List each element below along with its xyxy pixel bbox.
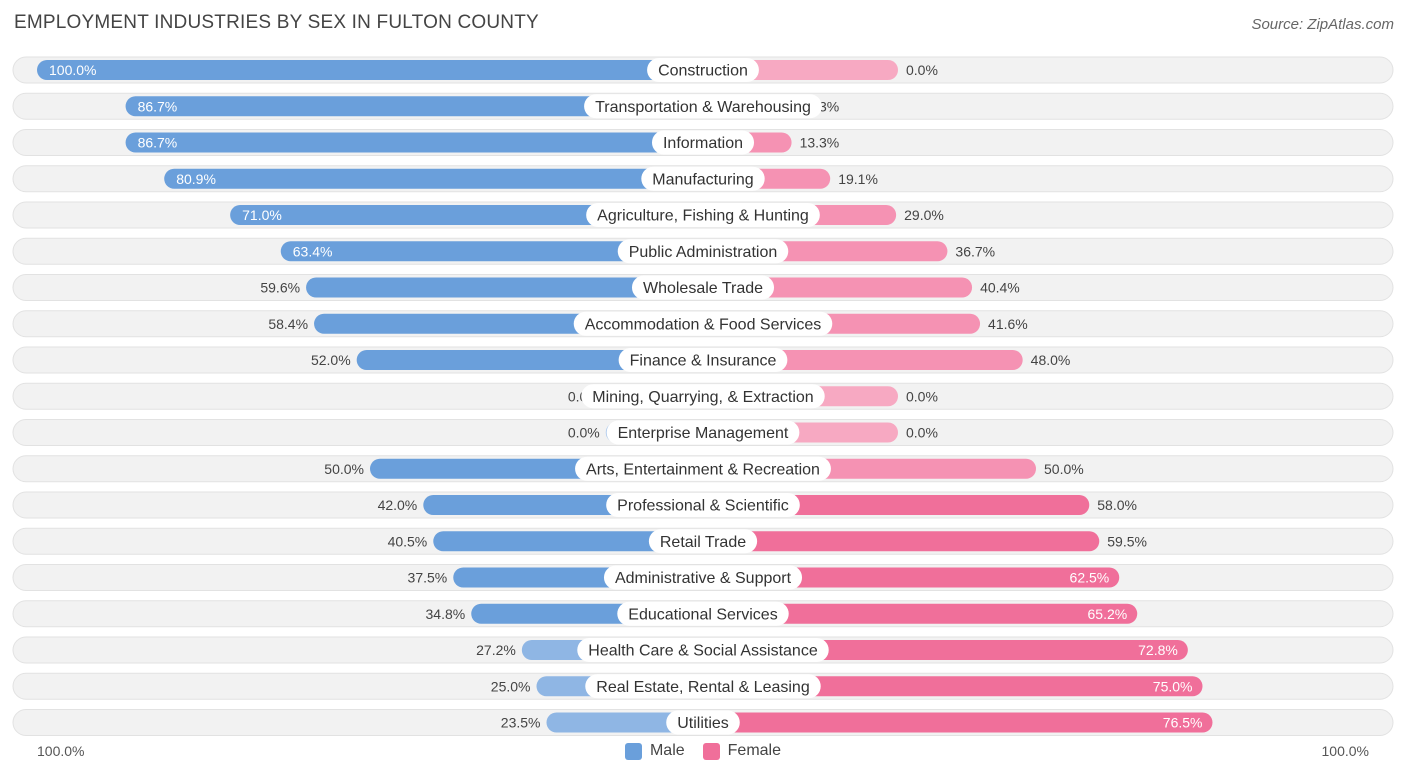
category-label-bg (585, 674, 821, 699)
value-label-female: 50.0% (1044, 461, 1084, 477)
value-label-female: 29.0% (904, 207, 944, 223)
axis-right-label: 100.0% (1321, 743, 1369, 759)
bar-male (280, 241, 713, 262)
legend-item-female: Female (702, 742, 782, 760)
chart-title: EMPLOYMENT INDUSTRIES BY SEX IN FULTON C… (14, 12, 539, 33)
category-label-bg (573, 311, 833, 336)
value-label-female: 13.3% (800, 135, 840, 151)
category-label: Information (663, 135, 743, 152)
value-label-female: 0.0% (906, 425, 938, 441)
category-label-bg (617, 601, 789, 626)
category-label-bg (651, 130, 755, 155)
value-label-female: 41.6% (988, 316, 1028, 332)
value-label-female: 19.1% (838, 171, 878, 187)
category-label: Finance & Insurance (630, 353, 777, 370)
bar-male (164, 168, 713, 189)
value-label-male: 71.0% (242, 207, 282, 223)
value-label-female: 76.5% (1163, 715, 1203, 731)
category-label-bg (577, 638, 829, 662)
value-label-male: 100.0% (49, 62, 96, 78)
value-label-female: 59.5% (1107, 533, 1147, 549)
value-label-male: 58.4% (268, 316, 308, 332)
category-label-bg (631, 275, 775, 300)
axis-left-label: 100.0% (37, 743, 85, 759)
category-label: Educational Services (628, 606, 777, 623)
category-label-bg (584, 94, 822, 119)
category-label: Retail Trade (660, 534, 746, 551)
value-label-male: 59.6% (260, 280, 300, 296)
value-label-male: 0.0% (568, 425, 600, 441)
value-label-female: 0.0% (906, 62, 938, 78)
bar-male (125, 132, 713, 153)
chart-canvas: 100.0% 0.0% Construction 86.7% 13.3% Transpor… (12, 56, 1394, 736)
source-credit: Source: ZipAtlas.com (1251, 16, 1394, 33)
category-label: Real Estate, Rental & Leasing (596, 679, 809, 696)
value-label-male: 37.5% (408, 570, 448, 586)
category-label: Wholesale Trade (643, 280, 763, 297)
bar-male (433, 531, 713, 552)
bar-male (306, 277, 713, 298)
category-label: Health Care & Social Assistance (588, 643, 818, 660)
value-label-female: 0.0% (906, 388, 938, 404)
value-label-male: 42.0% (378, 497, 418, 513)
value-label-female: 58.0% (1097, 497, 1137, 513)
legend-label-female: Female (727, 742, 782, 759)
bar-male (125, 96, 713, 117)
category-label-bg (641, 166, 765, 191)
legend-item-male: Male (624, 742, 685, 760)
category-label-bg (586, 203, 820, 227)
value-label-female: 62.5% (1070, 570, 1110, 586)
category-label-bg (648, 529, 758, 554)
value-label-male: 40.5% (388, 533, 428, 549)
value-label-female: 48.0% (1031, 352, 1071, 368)
category-label: Public Administration (629, 244, 778, 261)
category-label: Mining, Quarrying, & Extraction (592, 389, 813, 406)
value-label-male: 27.2% (476, 642, 516, 658)
category-label: Arts, Entertainment & Recreation (586, 461, 820, 478)
category-label-bg (603, 565, 803, 590)
bar-female (693, 603, 1138, 624)
value-label-female: 72.8% (1138, 642, 1178, 658)
bar-female (693, 676, 1203, 697)
category-label-bg (606, 493, 800, 517)
category-label-bg (606, 420, 800, 445)
value-label-female: 65.2% (1088, 606, 1128, 622)
category-label: Manufacturing (652, 171, 753, 188)
category-label: Utilities (677, 715, 729, 732)
value-label-male: 80.9% (176, 171, 216, 187)
category-label-bg (666, 710, 740, 735)
category-label: Agriculture, Fishing & Hunting (597, 208, 809, 225)
category-label-bg (581, 384, 825, 409)
value-label-male: 63.4% (293, 243, 333, 259)
bar-male (37, 60, 713, 80)
legend-swatch-female (702, 742, 720, 760)
category-label: Accommodation & Food Services (585, 316, 822, 333)
value-label-female: 40.4% (980, 280, 1020, 296)
bar-female (693, 531, 1100, 552)
category-label-bg (575, 456, 831, 481)
value-label-male: 23.5% (501, 715, 541, 731)
value-label-male: 52.0% (311, 352, 351, 368)
legend: Male Female (0, 742, 1406, 760)
category-label: Professional & Scientific (617, 498, 789, 515)
value-label-male: 25.0% (491, 678, 531, 694)
category-label: Administrative & Support (615, 570, 792, 587)
category-label-bg (618, 348, 788, 372)
value-label-male: 34.8% (426, 606, 466, 622)
value-label-male: 86.7% (138, 98, 178, 114)
value-label-female: 75.0% (1153, 678, 1193, 694)
value-label-male: 50.0% (324, 461, 364, 477)
value-label-male: 86.7% (138, 135, 178, 151)
category-label: Enterprise Management (618, 425, 789, 442)
category-label: Transportation & Warehousing (595, 99, 811, 116)
category-label-bg (647, 58, 759, 82)
legend-swatch-male (624, 742, 642, 760)
legend-label-male: Male (649, 742, 685, 759)
category-label: Construction (658, 63, 748, 80)
category-label-bg (617, 239, 789, 264)
value-label-female: 36.7% (955, 243, 995, 259)
bar-female (693, 712, 1213, 733)
